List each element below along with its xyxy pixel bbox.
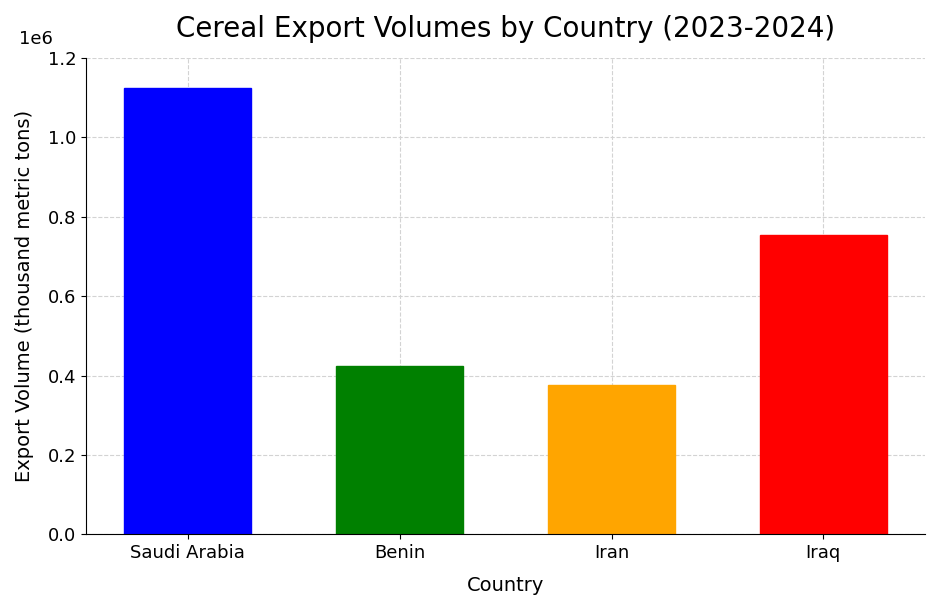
Bar: [548, 386, 675, 534]
Bar: [760, 235, 886, 534]
Bar: [337, 365, 463, 534]
X-axis label: Country: Country: [467, 576, 544, 595]
Bar: [124, 88, 251, 534]
Title: Cereal Export Volumes by Country (2023-2024): Cereal Export Volumes by Country (2023-2…: [176, 15, 835, 43]
Y-axis label: Export Volume (thousand metric tons): Export Volume (thousand metric tons): [15, 110, 34, 482]
Text: 1e6: 1e6: [19, 30, 53, 48]
